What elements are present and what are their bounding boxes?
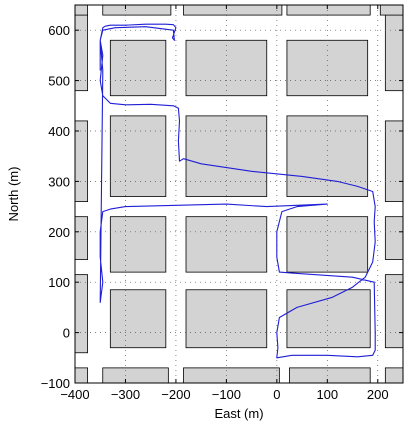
city-block [185, 39, 268, 97]
y-tick-label: 500 [48, 74, 70, 89]
x-tick-label: −400 [60, 387, 89, 402]
y-tick-label: 0 [63, 326, 70, 341]
city-block [74, 216, 89, 260]
city-block [384, 216, 404, 260]
city-blocks [74, 4, 404, 384]
trajectory-layer [99, 23, 376, 359]
y-tick-label: 400 [48, 124, 70, 139]
city-block [74, 4, 89, 16]
city-block [185, 115, 268, 197]
x-tick-label: −300 [111, 387, 140, 402]
city-block [109, 115, 167, 197]
x-tick-label: 200 [367, 387, 389, 402]
city-block [286, 216, 369, 273]
y-tick-label: 200 [48, 225, 70, 240]
x-tick-label: −200 [161, 387, 190, 402]
city-block [286, 289, 371, 349]
city-block [286, 115, 369, 197]
city-block [74, 367, 89, 384]
city-block [289, 367, 371, 384]
x-tick-label: 0 [273, 387, 280, 402]
y-tick-label: 100 [48, 275, 70, 290]
y-tick-label: 600 [48, 23, 70, 38]
y-tick-label: −100 [41, 376, 70, 391]
x-axis-title: East (m) [214, 406, 263, 421]
y-axis-title: North (m) [6, 167, 21, 222]
city-block [109, 39, 167, 97]
city-block [102, 4, 172, 16]
city-block [384, 367, 404, 384]
city-block [185, 216, 268, 273]
y-tick-label: 300 [48, 174, 70, 189]
city-block [109, 289, 167, 349]
city-block [286, 39, 369, 97]
city-block [109, 216, 167, 273]
trajectory-line [99, 23, 376, 359]
city-block [74, 120, 89, 202]
city-block [379, 4, 404, 16]
city-block [384, 14, 404, 92]
city-block [384, 120, 404, 202]
city-block [102, 367, 169, 384]
city-block [384, 274, 404, 349]
city-block [183, 4, 283, 16]
city-block [74, 14, 89, 92]
x-tick-label: −100 [212, 387, 241, 402]
city-block [185, 289, 268, 349]
plot-frame [74, 4, 404, 384]
axis-ticks: −400 −300 −200 −100 0 100 200 −100 0 100 200 300 400… [41, 5, 403, 402]
city-block [286, 4, 371, 16]
x-tick-label: 100 [316, 387, 338, 402]
city-block [74, 274, 89, 354]
city-block [183, 367, 280, 384]
